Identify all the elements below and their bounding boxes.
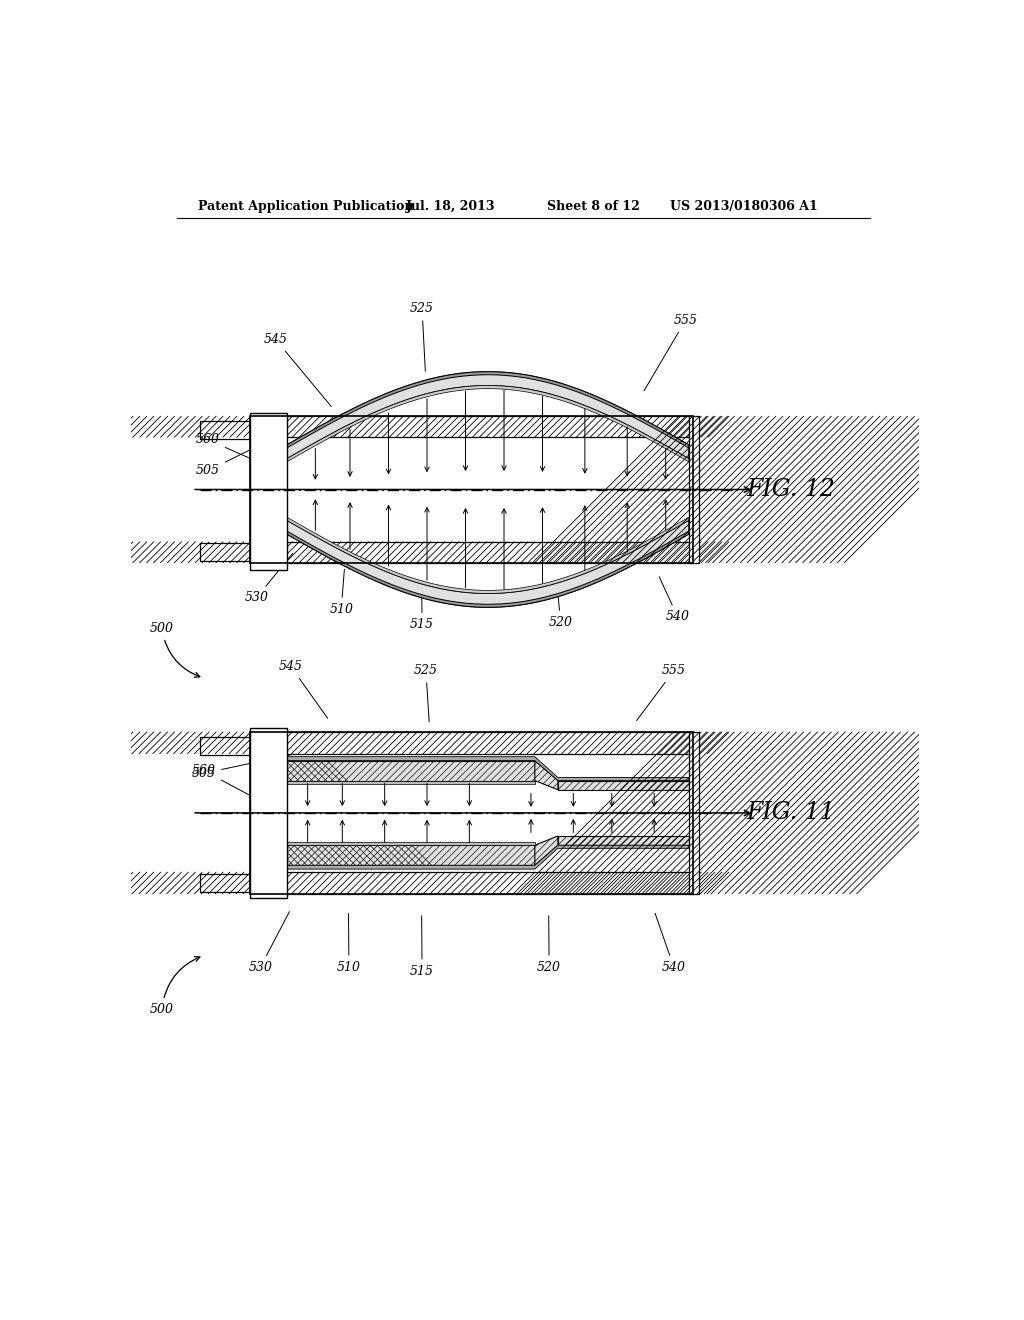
Text: FIG. 11: FIG. 11 [746, 801, 836, 825]
Text: 560: 560 [193, 764, 266, 804]
Text: 545: 545 [264, 333, 332, 407]
Text: FIG. 12: FIG. 12 [746, 478, 836, 502]
Polygon shape [287, 531, 689, 607]
Polygon shape [535, 836, 558, 866]
Polygon shape [287, 520, 689, 607]
Text: Sheet 8 of 12: Sheet 8 of 12 [547, 199, 640, 213]
Polygon shape [558, 836, 689, 845]
Text: 530: 530 [245, 553, 293, 605]
Text: 540: 540 [655, 913, 686, 974]
Text: US 2013/0180306 A1: US 2013/0180306 A1 [670, 199, 817, 213]
Polygon shape [287, 842, 535, 845]
Text: Jul. 18, 2013: Jul. 18, 2013 [407, 199, 496, 213]
Polygon shape [287, 845, 689, 869]
Polygon shape [287, 780, 535, 784]
Text: Patent Application Publication: Patent Application Publication [199, 199, 414, 213]
Text: 500: 500 [150, 622, 200, 677]
Polygon shape [287, 845, 535, 866]
Text: 560: 560 [196, 433, 266, 465]
Polygon shape [287, 760, 535, 780]
Text: 510: 510 [330, 569, 353, 615]
Polygon shape [287, 372, 689, 459]
Bar [250, 873, 692, 894]
Text: 545: 545 [280, 660, 328, 718]
Text: 555: 555 [637, 664, 686, 721]
Text: 525: 525 [414, 664, 438, 722]
Text: 505: 505 [193, 754, 294, 780]
Bar [250, 416, 692, 562]
Text: 520: 520 [549, 581, 572, 628]
Bar [689, 733, 698, 894]
Polygon shape [287, 517, 689, 594]
Bar [200, 874, 250, 892]
Text: 515: 515 [410, 916, 434, 978]
Text: 500: 500 [150, 957, 200, 1016]
Polygon shape [535, 760, 558, 789]
Bar [250, 733, 692, 894]
Polygon shape [287, 756, 689, 780]
Text: 505: 505 [196, 432, 286, 477]
Polygon shape [287, 385, 689, 462]
Text: 555: 555 [644, 314, 697, 391]
Bar [250, 413, 287, 570]
Text: 520: 520 [538, 916, 561, 974]
Text: 540: 540 [659, 577, 690, 623]
Bar [250, 416, 692, 437]
Polygon shape [558, 780, 689, 789]
Bar [250, 733, 692, 754]
Text: 525: 525 [410, 302, 434, 371]
Text: 530: 530 [249, 912, 290, 974]
Bar [200, 544, 250, 561]
Bar [689, 416, 698, 562]
Text: 515: 515 [410, 581, 434, 631]
Bar [250, 543, 692, 562]
Bar [200, 737, 250, 755]
Polygon shape [287, 372, 689, 447]
Text: 510: 510 [337, 913, 360, 974]
Bar [200, 421, 250, 438]
Bar [250, 729, 287, 898]
